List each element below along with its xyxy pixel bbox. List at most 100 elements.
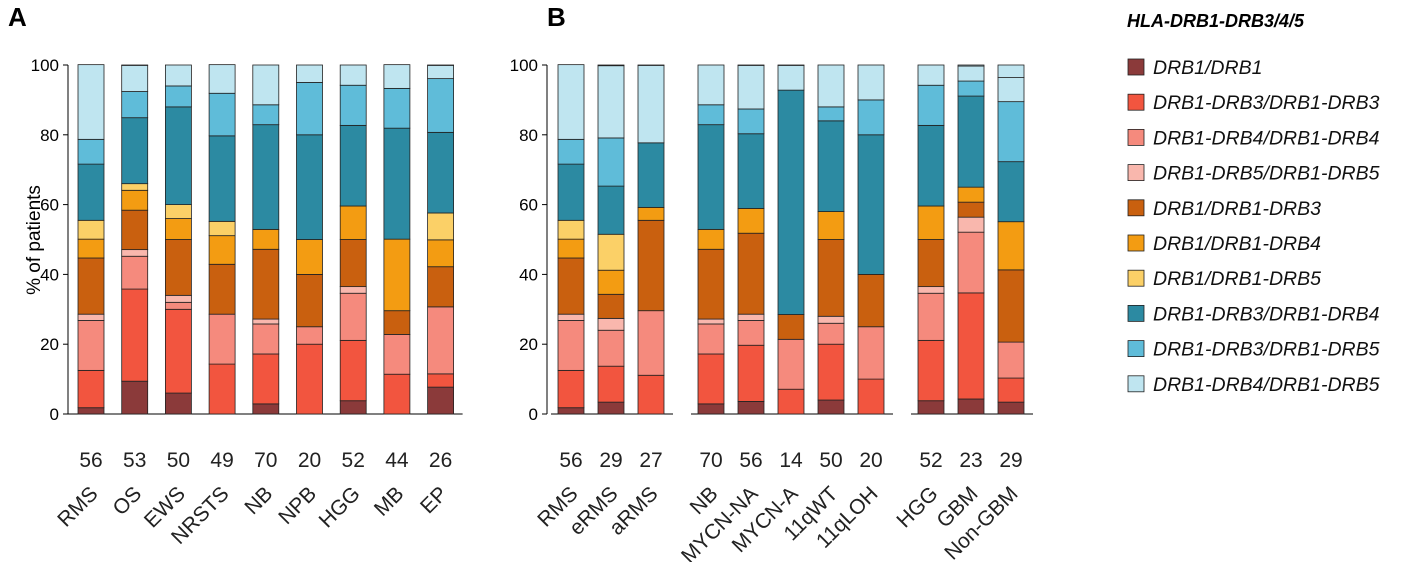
bar-segment: [737, 232, 765, 315]
bar-segment: [121, 117, 149, 185]
bar-segment: [637, 374, 665, 415]
bar-segment: [296, 64, 323, 83]
bar-segment: [164, 204, 192, 219]
bar-segment: [252, 318, 280, 325]
bar-segment: [957, 231, 985, 294]
bar-stack-Non-GBM: [997, 64, 1025, 415]
bar-segment: [697, 228, 725, 250]
bar-segment: [697, 318, 725, 325]
legend-swatch: [1127, 164, 1145, 182]
bar-stack-EWS: [164, 64, 192, 415]
bar-stack-HGG: [339, 64, 367, 415]
bar-segment: [957, 64, 985, 67]
bar-segment: [121, 64, 149, 92]
legend-swatch: [1127, 269, 1145, 287]
bar-stack-11qLOH: [857, 64, 885, 415]
bar-segment: [637, 310, 665, 376]
bar-segment: [597, 269, 625, 295]
legend-entry: DRB1-DRB3/DRB1-DRB4: [1153, 303, 1380, 325]
bar-segment: [917, 286, 945, 294]
bar-segment: [427, 266, 455, 308]
bar-segment: [252, 104, 280, 126]
bar-segment: [857, 99, 885, 136]
y-tick-label: 20: [40, 335, 59, 354]
bar-stack-GBM: [957, 64, 985, 415]
category-label: NB: [240, 482, 277, 519]
bar-segment: [637, 206, 665, 221]
bar-segment: [252, 403, 280, 415]
legend-entry: DRB1-DRB3/DRB1-DRB3: [1153, 92, 1380, 114]
y-tick-label: 20: [519, 335, 538, 354]
bar-stack-NRSTS: [208, 64, 236, 415]
bar-segment: [557, 369, 585, 409]
bar-segment: [777, 314, 805, 340]
bar-segment: [997, 101, 1025, 163]
bar-segment: [777, 388, 805, 415]
bar-segment: [121, 91, 149, 119]
bar-segment: [917, 84, 945, 126]
bar-segment: [817, 315, 845, 324]
bar-segment: [296, 273, 323, 328]
bar-segment: [427, 131, 455, 214]
bar-segment: [164, 392, 192, 415]
bar-segment: [77, 138, 105, 165]
panel-label-a: A: [8, 2, 27, 32]
legend-entry: DRB1-DRB5/DRB1-DRB5: [1153, 163, 1380, 185]
bar-segment: [208, 135, 236, 222]
bar-segment: [737, 208, 765, 234]
bar-segment: [164, 106, 192, 205]
bar-segment: [697, 124, 725, 230]
bar-segment: [597, 329, 625, 367]
bar-stack-aRMS: [637, 64, 665, 415]
panel-b-chart: 02040608010056RMS29eRMS27aRMS70NB56MYCN-…: [510, 56, 1033, 562]
bar-segment: [121, 288, 149, 382]
legend-swatch: [1127, 304, 1145, 322]
bar-segment: [208, 313, 236, 365]
bar-segment: [121, 249, 149, 257]
y-tick-label: 80: [40, 126, 59, 145]
legend: HLA-DRB1-DRB3/4/5 DRB1/DRB1 DRB1-DRB3/DRB…: [1127, 11, 1380, 396]
bar-segment: [164, 85, 192, 108]
bar-segment: [917, 64, 945, 86]
bar-segment: [997, 401, 1025, 415]
bar-segment: [597, 64, 625, 67]
bar-segment: [737, 64, 765, 110]
legend-entry: DRB1/DRB1-DRB5: [1153, 268, 1321, 290]
bar-segment: [817, 399, 845, 415]
bar-segment: [427, 386, 455, 415]
bar-segment: [77, 64, 105, 140]
sample-size-label: 44: [385, 449, 409, 472]
bar-segment: [957, 398, 985, 415]
bar-segment: [997, 64, 1025, 78]
bar-segment: [339, 64, 367, 86]
bar-segment: [121, 183, 149, 191]
sample-size-label: 23: [959, 449, 982, 472]
category-label: EP: [416, 482, 452, 518]
y-axis-label: % of patients: [24, 185, 45, 295]
sample-size-label: 70: [699, 449, 722, 472]
sample-size-label: 52: [919, 449, 942, 472]
bar-segment: [697, 64, 725, 106]
bar-segment: [77, 313, 105, 321]
bar-segment: [857, 64, 885, 101]
bar-segment: [697, 403, 725, 415]
bar-segment: [296, 239, 323, 275]
bar-segment: [77, 238, 105, 259]
bar-segment: [857, 273, 885, 328]
y-tick-label: 80: [519, 126, 538, 145]
bar-segment: [917, 339, 945, 402]
bar-stack-NB: [697, 64, 725, 415]
sample-size-label: 49: [210, 449, 233, 472]
bar-segment: [339, 292, 367, 341]
bar-segment: [164, 239, 192, 296]
sample-size-label: 52: [342, 449, 365, 472]
bar-segment: [383, 334, 411, 375]
bar-segment: [817, 343, 845, 401]
bar-segment: [697, 353, 725, 405]
bar-segment: [208, 64, 236, 94]
bar-segment: [339, 400, 367, 415]
bar-segment: [997, 269, 1025, 343]
bar-segment: [637, 219, 665, 312]
bar-segment: [339, 339, 367, 402]
bar-segment: [997, 377, 1025, 403]
